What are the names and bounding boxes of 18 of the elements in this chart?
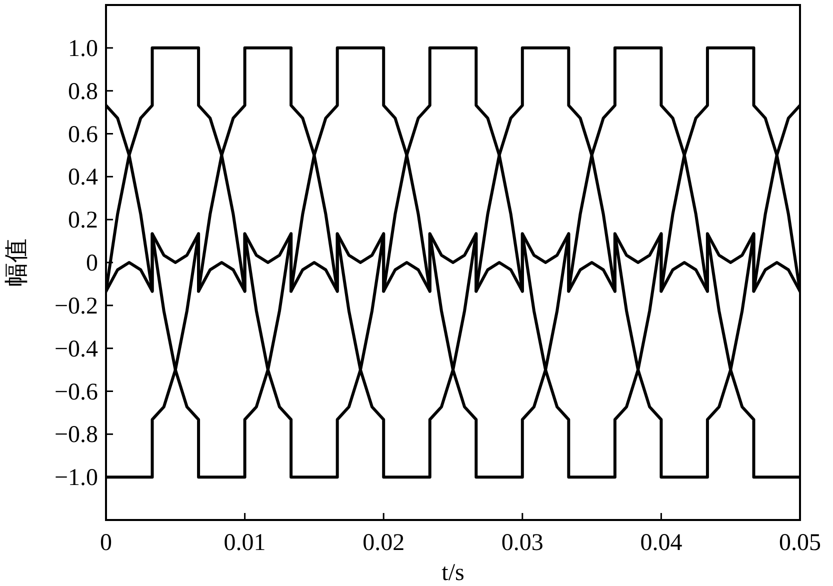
y-tick-label: −0.6 xyxy=(54,379,98,406)
x-tick-label: 0.04 xyxy=(640,530,682,556)
y-tick-label: 0.2 xyxy=(68,208,98,234)
y-tick-label: 0.8 xyxy=(68,78,98,105)
x-tick-label: 0.02 xyxy=(362,530,405,556)
y-tick-label: −0.8 xyxy=(54,422,98,448)
y-tick-label: −0.4 xyxy=(54,336,98,362)
y-tick-label: 0.4 xyxy=(68,164,98,191)
x-tick-label: 0.05 xyxy=(779,530,821,556)
x-tick-label: 0.01 xyxy=(224,530,266,556)
x-tick-label: 0.03 xyxy=(501,530,544,556)
y-axis-title: 幅值 xyxy=(4,238,30,286)
y-tick-label: −1.0 xyxy=(54,465,98,492)
y-tick-label: −0.2 xyxy=(54,293,98,320)
y-tick-label: 1.0 xyxy=(68,36,98,62)
y-tick-label: 0 xyxy=(86,250,98,276)
y-tick-label: 0.6 xyxy=(68,122,98,148)
x-axis-title: t/s xyxy=(442,560,464,586)
